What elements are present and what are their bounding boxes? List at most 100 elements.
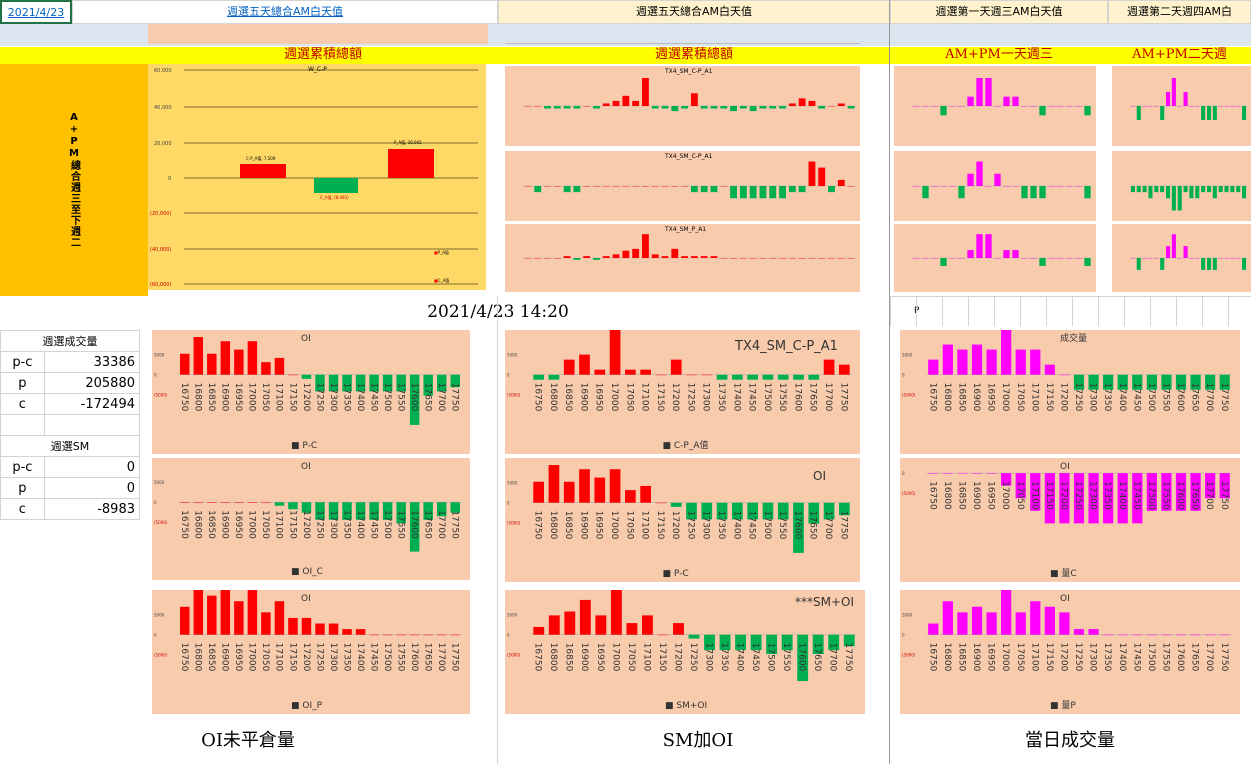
bar [369,502,379,520]
bar [1103,374,1114,390]
tick-label: 17550 [1161,643,1171,672]
tick-label: 17100 [274,510,284,539]
tick-label: 17650 [808,383,818,412]
chart-sm-tx4[interactable]: 16750 16800 16850 16900 16950 17000 17050 17100… [505,330,860,454]
right-mini-6[interactable] [1112,224,1251,292]
bar [1003,250,1010,258]
bar [602,103,610,106]
small-chart-1[interactable]: TX4_SM_C-P_A1 [505,66,860,146]
chart-vol-p[interactable]: 16750 16800 16850 16900 16950 17000 17050 17100… [900,590,1240,714]
bar [1146,473,1157,511]
bar [593,106,600,109]
tick-label: 17200 [301,383,311,412]
bar [288,374,298,376]
bar [735,634,747,651]
tick-label: 17650 [422,643,432,672]
tick-label: 17600 [1175,481,1185,510]
big-chart[interactable]: 60,000 40,000 20,000 0 (20,000) (40,000) (60,… [148,64,486,290]
right-mini-2[interactable] [894,151,1096,221]
tick-label: 16950 [233,643,243,672]
bar [369,374,379,392]
big-label-p: P_A值, 16,002 [394,140,422,145]
chart-vol-c[interactable]: 16750 16800 16850 16900 16950 17000 17050 17100… [900,458,1240,582]
y-tick: (5000) [902,491,916,496]
bar [1132,473,1143,524]
legend: ■ 量C [1050,568,1077,579]
tick-label: 17100 [274,383,284,412]
bar [1136,106,1141,120]
chart-title: ***SM+OI [795,595,854,609]
bar [573,106,581,109]
tick-label: 17450 [368,643,378,672]
sm-val: 0 [43,477,141,499]
bar [766,634,778,655]
bar [328,374,339,392]
bar [1212,186,1217,199]
top-header-link[interactable]: 週選五天總合AM白天值 [226,5,343,18]
bar [808,161,816,186]
tick-label: 16950 [595,643,605,672]
bar [704,634,715,651]
tick-label: 16800 [193,383,203,412]
y-tick: (5000) [154,653,168,658]
bar [958,186,965,199]
bar [625,490,636,503]
legend: ■ C-P_A值 [663,439,709,451]
cell-ref[interactable]: 2021/4/23 14:20 [0,0,72,41]
tick-label: 17500 [1146,481,1156,510]
chart-vol[interactable]: 16750 16800 16850 16900 16950 17000 17050 17100… [900,330,1240,454]
big-label-c: C_A值, (8,493) [320,195,349,200]
bar [1059,374,1070,376]
tick-label: 16900 [220,510,230,539]
bar [1219,473,1230,499]
bar [730,186,738,199]
tick-label: 16800 [548,511,558,540]
tick-label: 17200 [670,511,680,540]
top-header-3: 週選第一天週三AM白天值 [890,0,1108,24]
small-chart-2[interactable]: TX4_SM_C-P_A1 [505,151,860,221]
right-mini-1[interactable] [894,66,1096,146]
bar [942,473,953,474]
bar [1088,629,1099,635]
right-mini-4[interactable] [1112,66,1251,146]
chart-oi[interactable]: 16750 16800 16850 16900 16950 17000 17050 17100… [152,330,470,454]
top-header-1[interactable]: 週選五天總合AM白天值 [72,0,498,24]
bar [1059,473,1070,524]
bar [1165,92,1171,106]
right-mini-5[interactable] [1112,151,1251,221]
right-mini-3[interactable] [894,224,1096,292]
bar [548,615,560,635]
tick-label: 17550 [395,383,405,412]
bar [928,623,939,635]
y-tick: 5000 [154,613,165,618]
bar [942,344,953,375]
bar [247,341,258,375]
tick-label: 17600 [409,383,419,412]
svg-text:60,000: 60,000 [154,68,172,74]
bar [436,374,447,392]
small-chart-3[interactable]: TX4_SM_P_A1 [505,224,860,292]
tick-label: 17500 [1146,643,1156,672]
bar [1206,186,1212,193]
chart-oi-c[interactable]: 16750 16800 16850 16900 16950 17000 17050 17100… [152,458,470,580]
bar [818,106,826,109]
bar [609,469,621,503]
bar [563,256,571,258]
bar [976,161,983,186]
bar [922,186,929,199]
bar [548,465,560,503]
chart-oi-p[interactable]: 16750 16800 16850 16900 16950 17000 17050 17100… [152,590,470,714]
bar [533,626,545,635]
bar [1160,186,1165,193]
tick-label: 17400 [1117,481,1127,510]
bar [583,256,591,258]
tick-label: 16800 [942,383,952,412]
chart-sm-oi[interactable]: 16750 16800 16850 16900 16950 17000 17050 17100… [505,458,860,582]
tick-label: 17150 [287,643,297,672]
bar [436,502,447,517]
chart-sm-plus[interactable]: 16750 16800 16850 16900 16950 17000 17050 17100… [505,590,865,714]
y-tick: 5000 [507,481,518,486]
bar [671,248,679,258]
bar [957,612,968,635]
tick-label: 16750 [179,383,189,412]
